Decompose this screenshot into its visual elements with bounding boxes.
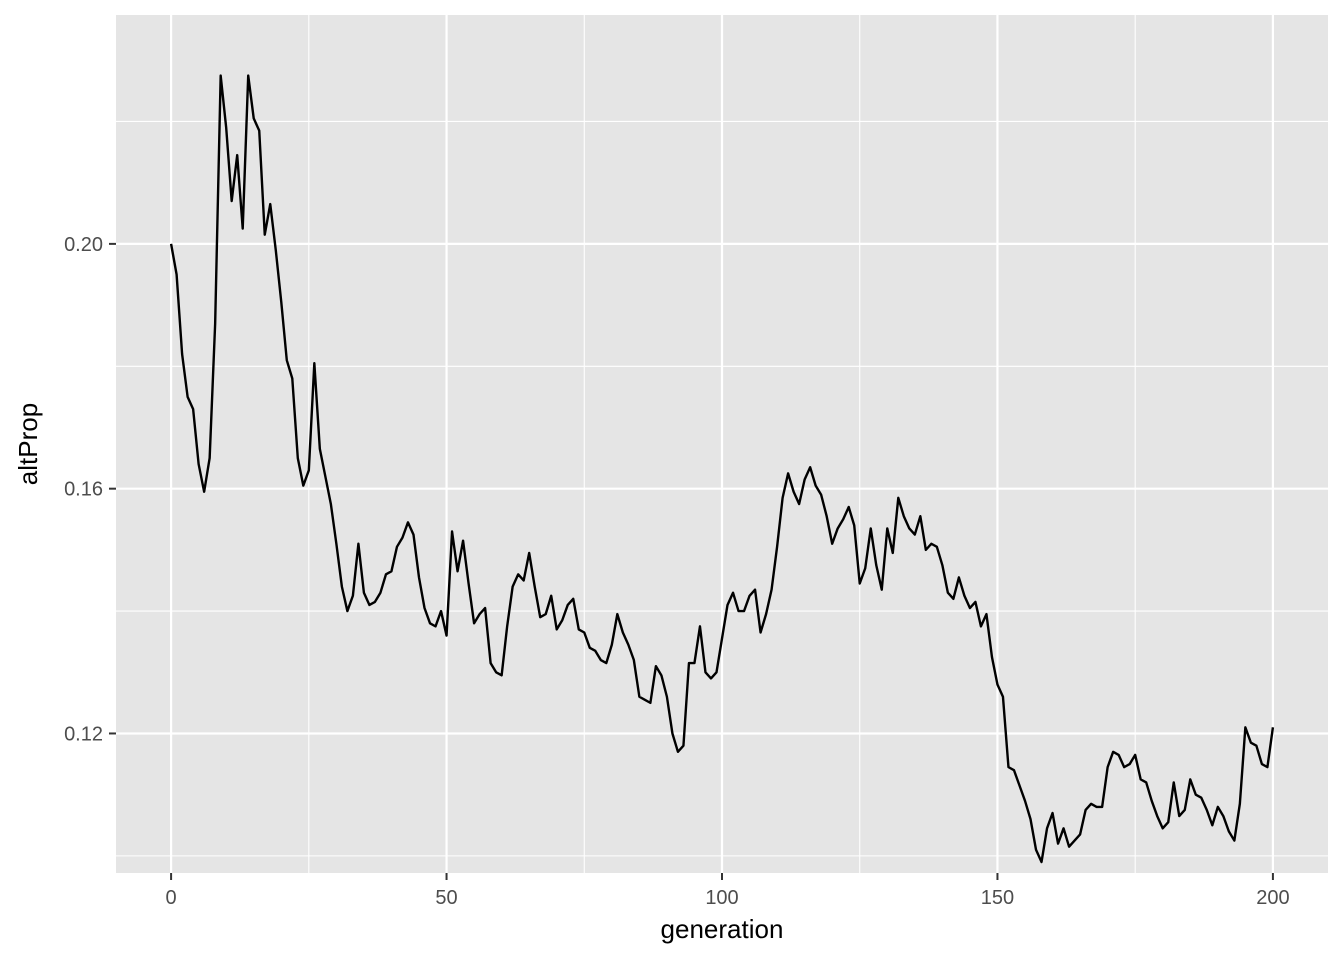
- x-tick-label: 200: [1256, 887, 1289, 909]
- y-axis: 0.12 0.16 0.20: [64, 234, 116, 745]
- x-axis-title: generation: [661, 914, 784, 944]
- y-tick-label: 0.16: [64, 479, 103, 501]
- major-gridlines: [116, 15, 1328, 873]
- x-tick-label: 0: [166, 887, 177, 909]
- x-axis: 0 50 100 150 200: [166, 873, 1290, 909]
- series-layer: [169, 74, 1275, 864]
- series-line-0: [169, 74, 1275, 864]
- x-tick-label: 50: [435, 887, 457, 909]
- y-axis-title: altProp: [13, 403, 43, 485]
- x-tick-label: 100: [705, 887, 738, 909]
- x-tick-label: 150: [981, 887, 1014, 909]
- y-tick-label: 0.20: [64, 234, 103, 256]
- y-tick-label: 0.12: [64, 723, 103, 745]
